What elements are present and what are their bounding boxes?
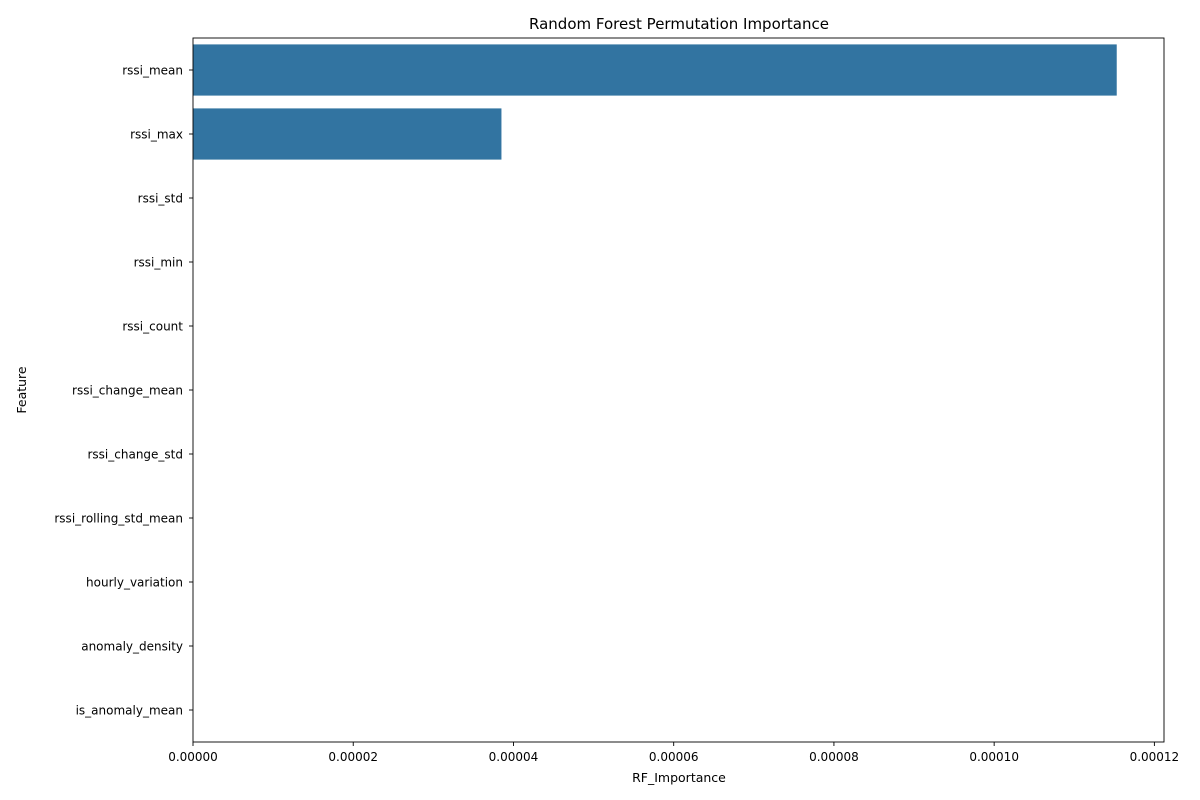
x-tick-label: 0.00004 (489, 750, 539, 764)
y-tick-label: rssi_change_std (87, 448, 183, 462)
bars-layer (193, 44, 1117, 160)
x-tick-label: 0.00010 (969, 750, 1019, 764)
y-tick-label: is_anomaly_mean (76, 704, 183, 718)
y-axis-ticks: rssi_mean rssi_max rssi_std rssi_min rssi_co… (54, 64, 193, 718)
y-tick-label: rssi_min (134, 256, 183, 270)
plot-frame (192, 37, 1165, 743)
y-axis-label: Feature (14, 366, 29, 414)
y-tick-label: hourly_variation (86, 576, 183, 590)
y-tick-label: rssi_rolling_std_mean (54, 512, 183, 526)
x-tick-label: 0.00002 (328, 750, 378, 764)
x-tick-label: 0.00000 (168, 750, 218, 764)
y-tick-label: rssi_change_mean (72, 384, 183, 398)
chart-title: Random Forest Permutation Importance (529, 15, 829, 33)
x-tick-label: 0.00008 (809, 750, 859, 764)
y-tick-label: rssi_count (122, 320, 183, 334)
x-axis-ticks: 0.00000 0.00002 0.00004 0.00006 0.00008 0.000… (168, 742, 1179, 764)
x-tick-label: 0.00006 (649, 750, 699, 764)
y-tick-label: rssi_max (130, 128, 183, 142)
y-tick-label: rssi_std (138, 192, 183, 206)
x-axis-label: RF_Importance (632, 770, 726, 785)
bar-rssi-mean (193, 44, 1117, 96)
y-tick-label: anomaly_density (81, 640, 183, 654)
bar-rssi-max (193, 108, 502, 160)
x-tick-label: 0.00012 (1130, 750, 1180, 764)
y-tick-label: rssi_mean (122, 64, 183, 78)
